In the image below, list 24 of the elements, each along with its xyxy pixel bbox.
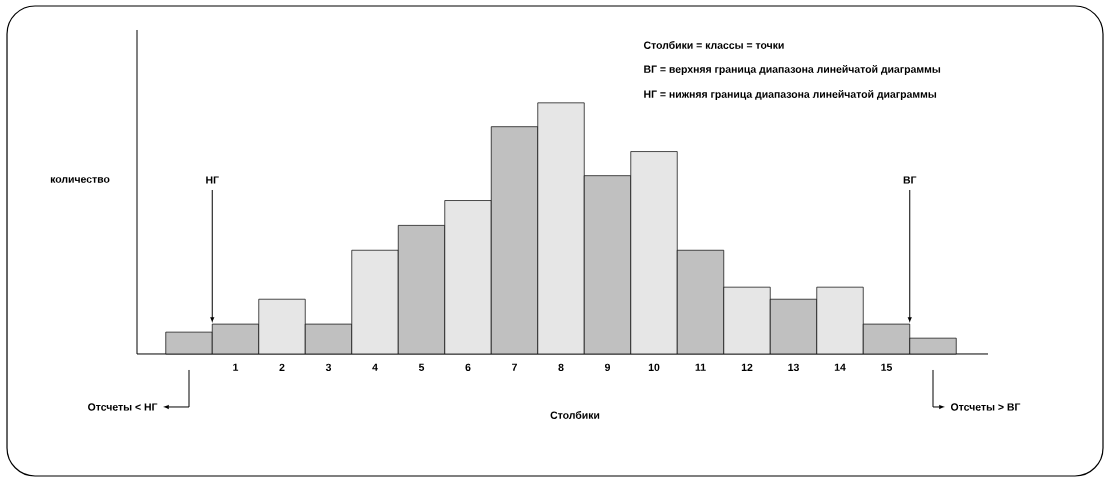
x-tick-label: 13 <box>788 363 799 372</box>
x-tick-label: 8 <box>558 363 564 372</box>
x-tick-label: 3 <box>325 363 332 372</box>
x-tick-label: 10 <box>648 363 660 372</box>
text: Отсчеты < НГ <box>88 403 158 411</box>
annotation: ВГ <box>903 176 917 184</box>
annotation: НГ <box>206 176 219 184</box>
text: ВГ = верхняя граница диапазона линейчатой диаграммы <box>644 65 941 75</box>
x-axis-title: Столбики <box>550 411 600 419</box>
x-tick-label: 1 <box>233 363 239 371</box>
x-tick-label: 7 <box>512 363 517 371</box>
x-tick-label: 14 <box>834 363 846 371</box>
x-tick-label: 15 <box>881 363 893 371</box>
x-tick-label: 2 <box>279 363 285 371</box>
text: Отсчеты > ВГ <box>950 403 1021 411</box>
x-tick-label: 5 <box>418 363 425 371</box>
x-tick-label: 6 <box>465 363 471 372</box>
x-tick-label: 9 <box>604 363 611 372</box>
x-tick-label: 11 <box>695 363 706 371</box>
text: НГ = нижняя граница диапазона линейчатой диаграммы <box>644 90 937 100</box>
x-tick-label: 12 <box>741 363 753 371</box>
text: Столбики = классы = точки <box>643 41 784 49</box>
x-tick-label: 4 <box>372 363 378 371</box>
y-axis-title: количество <box>50 177 110 183</box>
